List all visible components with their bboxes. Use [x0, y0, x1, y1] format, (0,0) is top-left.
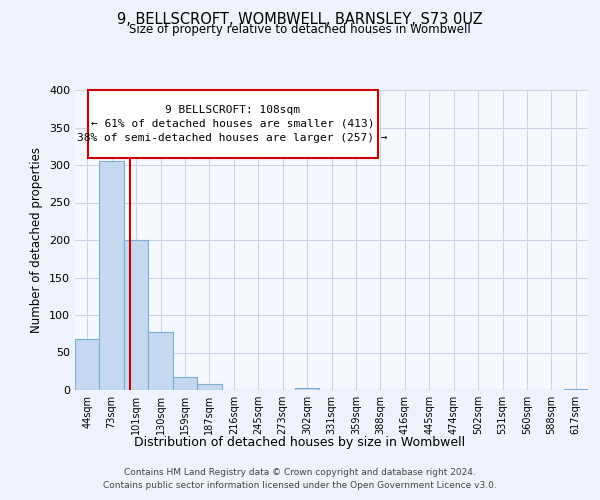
Text: Contains HM Land Registry data © Crown copyright and database right 2024.: Contains HM Land Registry data © Crown c…: [124, 468, 476, 477]
Bar: [197, 384, 221, 390]
Text: 9 BELLSCROFT: 108sqm
← 61% of detached houses are smaller (413)
38% of semi-deta: 9 BELLSCROFT: 108sqm ← 61% of detached h…: [77, 105, 388, 143]
Text: Contains public sector information licensed under the Open Government Licence v3: Contains public sector information licen…: [103, 480, 497, 490]
Bar: [563, 388, 588, 390]
Bar: [100, 161, 124, 390]
Bar: [173, 376, 197, 390]
Bar: [124, 240, 148, 390]
Text: 9, BELLSCROFT, WOMBWELL, BARNSLEY, S73 0UZ: 9, BELLSCROFT, WOMBWELL, BARNSLEY, S73 0…: [117, 12, 483, 28]
Bar: [148, 332, 173, 390]
Bar: [75, 339, 100, 390]
Text: Distribution of detached houses by size in Wombwell: Distribution of detached houses by size …: [134, 436, 466, 449]
Text: Size of property relative to detached houses in Wombwell: Size of property relative to detached ho…: [129, 24, 471, 36]
FancyBboxPatch shape: [88, 90, 377, 158]
Bar: [295, 388, 319, 390]
Y-axis label: Number of detached properties: Number of detached properties: [31, 147, 43, 333]
